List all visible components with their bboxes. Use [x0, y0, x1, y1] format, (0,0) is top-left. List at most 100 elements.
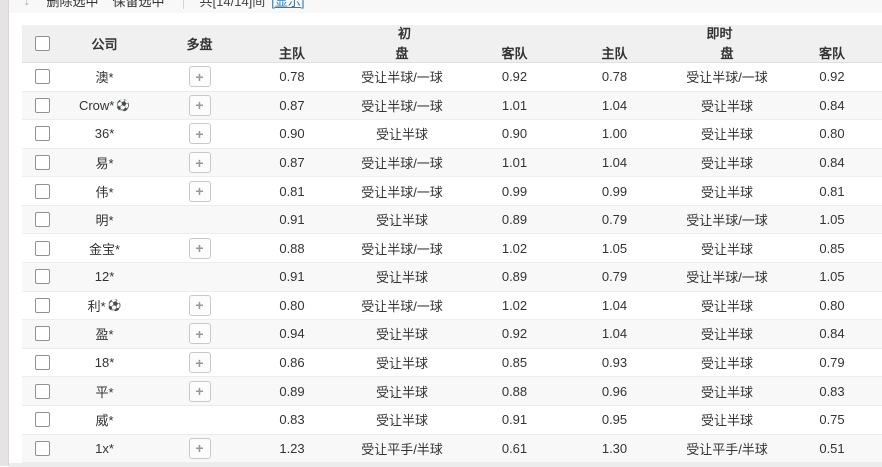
row-checkbox[interactable]: [34, 240, 50, 256]
expand-odds-button[interactable]: +: [188, 66, 211, 88]
row-checkbox-cell: [22, 155, 62, 171]
company-name: 金宝*: [88, 241, 121, 257]
header-checkbox-cell: [22, 25, 62, 62]
row-checkbox[interactable]: [34, 326, 50, 342]
row-checkbox-cell: [22, 412, 62, 428]
header-live-label: 即时: [706, 26, 733, 41]
multi-cell: +: [147, 294, 252, 316]
live-home-odds: 0.79: [601, 212, 628, 228]
row-checkbox[interactable]: [34, 355, 50, 371]
initial-handicap: 受让半球: [375, 384, 428, 400]
expand-odds-button[interactable]: +: [188, 237, 211, 259]
live-away-odds: 0.80: [819, 297, 845, 313]
multi-cell: +: [147, 237, 252, 259]
table-row: 12* ⚽ + 0.91 受让半球 0.89 0.79 受让半球/一球 1.05: [22, 263, 882, 292]
multi-cell: +: [147, 409, 252, 430]
expand-odds-button[interactable]: +: [188, 294, 211, 316]
initial-away-odds: 0.85: [501, 355, 528, 371]
company-name: 36*: [94, 126, 115, 142]
header-initial-handicap: 盘: [395, 46, 409, 61]
company-cell: 12* ⚽: [62, 269, 147, 284]
table-row: 18* ⚽ + 0.86 受让半球 0.85 0.93 受让半球 0.79: [22, 348, 882, 378]
live-handicap: 受让半球: [700, 413, 753, 429]
multi-cell: +: [147, 437, 252, 459]
left-gutter: [0, 0, 9, 466]
live-home-odds: 0.78: [601, 69, 628, 85]
live-home-odds: 1.04: [601, 155, 628, 171]
initial-handicap: 受让平手/半球: [361, 441, 443, 457]
initial-home-odds: 0.90: [279, 126, 305, 142]
live-home-odds: 0.95: [601, 412, 628, 428]
table-header: 公司 多盘 初 主队 盘 客队 即时 主队 盘 客队: [22, 25, 882, 63]
live-away-odds: 0.79: [819, 355, 845, 371]
initial-handicap: 受让半球: [375, 327, 428, 343]
initial-away-odds: 1.01: [501, 155, 528, 171]
live-handicap: 受让平手/半球: [686, 441, 768, 457]
initial-handicap: 受让半球/一球: [361, 241, 443, 257]
expand-odds-button[interactable]: +: [188, 180, 211, 202]
row-checkbox[interactable]: [34, 212, 50, 228]
table-row: 36* ⚽ + 0.90 受让半球 0.90 1.00 受让半球 0.80: [22, 120, 882, 149]
sort-down-icon[interactable]: ↓: [23, 0, 31, 9]
row-checkbox[interactable]: [34, 69, 50, 85]
row-checkbox[interactable]: [34, 183, 50, 199]
expand-odds-button[interactable]: +: [188, 352, 211, 374]
multi-cell: +: [147, 209, 252, 230]
delete-selected-button[interactable]: 删除选中: [46, 0, 99, 9]
row-checkbox-cell: [22, 212, 62, 228]
live-away-odds: 1.05: [819, 269, 845, 285]
table-row: 1x* ⚽ + 1.23 受让平手/半球 0.61 1.30 受让平手/半球 0…: [22, 434, 882, 464]
company-name: 平*: [95, 384, 114, 400]
select-all-checkbox[interactable]: [34, 36, 50, 51]
initial-handicap: 受让半球: [375, 270, 428, 286]
company-cell: 平* ⚽: [62, 382, 147, 401]
company-cell: 易* ⚽: [62, 153, 147, 172]
live-home-odds: 1.05: [601, 240, 628, 256]
header-live-away: 客队: [818, 46, 845, 61]
header-initial-away: 客队: [501, 46, 528, 61]
initial-away-odds: 0.61: [501, 440, 528, 456]
table-row: 易* ⚽ + 0.87 受让半球/一球 1.01 1.04 受让半球 0.84: [22, 148, 882, 178]
company-name: 易*: [95, 156, 114, 172]
live-handicap: 受让半球/一球: [686, 270, 768, 286]
row-checkbox[interactable]: [34, 440, 50, 456]
company-name: 1x*: [95, 440, 114, 456]
company-cell: 盈* ⚽: [62, 324, 147, 343]
expand-odds-button[interactable]: +: [188, 94, 211, 116]
company-name: 明*: [95, 213, 114, 229]
live-home-odds: 1.04: [601, 297, 628, 313]
header-company: 公司: [91, 37, 118, 52]
toolbar-divider: [182, 0, 184, 9]
multi-cell: +: [147, 180, 252, 202]
row-checkbox-cell: [22, 240, 62, 256]
row-checkbox[interactable]: [34, 126, 50, 142]
initial-home-odds: 0.80: [279, 297, 305, 313]
show-link[interactable]: [显示]: [271, 0, 305, 9]
multi-cell: +: [147, 66, 252, 88]
company-cell: 1x* ⚽: [62, 441, 147, 456]
row-checkbox[interactable]: [34, 297, 50, 313]
initial-home-odds: 0.91: [279, 269, 305, 285]
expand-odds-button[interactable]: +: [188, 437, 211, 459]
row-checkbox-cell: [22, 440, 62, 456]
company-cell: 利* ⚽: [62, 296, 147, 315]
row-checkbox[interactable]: [34, 383, 50, 399]
live-home-odds: 0.79: [601, 269, 628, 285]
expand-odds-button[interactable]: +: [188, 380, 211, 402]
toolbar: ↓ 删除选中 保留选中 共[14/14]间 [显示]: [9, 0, 882, 13]
row-checkbox[interactable]: [34, 155, 50, 171]
live-handicap: 受让半球: [700, 156, 753, 172]
initial-home-odds: 0.83: [279, 412, 305, 428]
row-checkbox[interactable]: [34, 269, 50, 285]
expand-odds-button[interactable]: +: [188, 152, 211, 174]
row-checkbox[interactable]: [34, 412, 50, 428]
expand-odds-button[interactable]: +: [188, 123, 211, 145]
expand-odds-button[interactable]: +: [188, 323, 211, 345]
keep-selected-button[interactable]: 保留选中: [112, 0, 165, 9]
live-handicap: 受让半球: [700, 241, 753, 257]
row-checkbox[interactable]: [34, 97, 50, 113]
table-row: 平* ⚽ + 0.89 受让半球 0.88 0.96 受让半球 0.83: [22, 377, 882, 406]
initial-away-odds: 1.01: [501, 97, 528, 113]
initial-handicap: 受让半球: [375, 127, 428, 143]
company-name: 伟*: [95, 184, 114, 200]
